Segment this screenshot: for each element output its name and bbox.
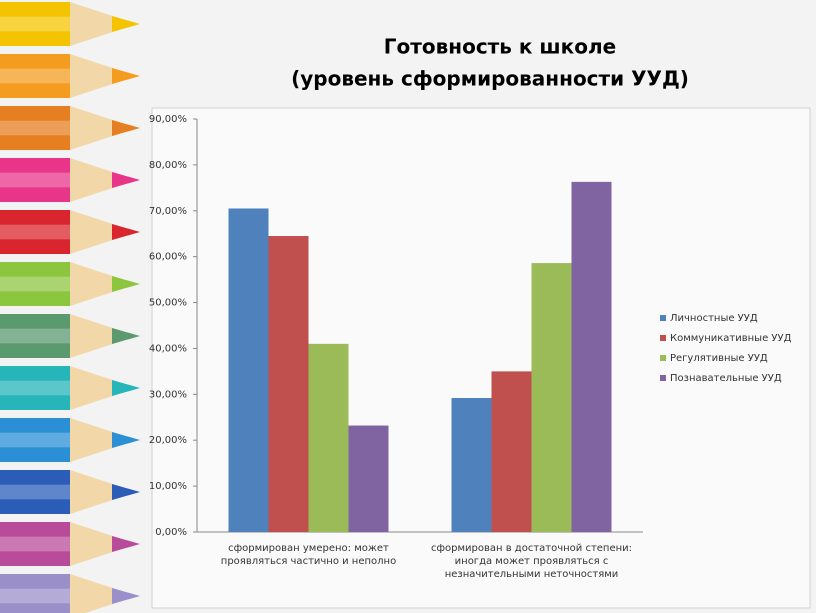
- pencil-tip: [112, 588, 140, 604]
- chart-title: Готовность к школе: [384, 35, 616, 59]
- chart-title: (уровень сформированности УУД): [291, 67, 689, 91]
- pencil-tip: [112, 380, 140, 396]
- bar: [451, 398, 492, 532]
- x-tick-label: сформирован умерено: может проявляться ч…: [220, 543, 397, 567]
- pencil-body: [0, 574, 70, 613]
- bar: [308, 343, 349, 532]
- pencil-wood: [70, 106, 128, 150]
- pencil-body: [0, 2, 70, 46]
- pencil-wood: [70, 314, 128, 358]
- pencil-stripe: [0, 172, 70, 188]
- bar: [228, 208, 269, 532]
- bar: [571, 181, 612, 532]
- pencil-body: [0, 522, 70, 566]
- pencil-tip: [112, 68, 140, 84]
- pencil-stripe: [0, 224, 70, 240]
- legend-label: Познавательные УУД: [670, 373, 782, 384]
- pencil-wood: [70, 522, 128, 566]
- pencil-wood: [70, 366, 128, 410]
- y-tick-label: 10,00%: [149, 481, 187, 492]
- pencil-tip: [112, 16, 140, 32]
- y-tick-label: 20,00%: [149, 435, 187, 446]
- pencil-tip: [112, 432, 140, 448]
- pencil-tip: [112, 484, 140, 500]
- legend-label: Коммуникативные УУД: [670, 333, 792, 344]
- pencil-stripe: [0, 68, 70, 84]
- pencil-wood: [70, 418, 128, 462]
- pencil-body: [0, 262, 70, 306]
- pencil-stripe: [0, 484, 70, 500]
- pencil-tip: [112, 224, 140, 240]
- legend-swatch: [660, 315, 666, 321]
- pencil-tip: [112, 120, 140, 136]
- pencil-wood: [70, 2, 128, 46]
- pencil-body: [0, 366, 70, 410]
- y-tick-label: 0,00%: [155, 527, 187, 538]
- legend-swatch: [660, 375, 666, 381]
- pencil-wood: [70, 158, 128, 202]
- pencil-stripe: [0, 328, 70, 344]
- pencil-body: [0, 314, 70, 358]
- pencil-stripe: [0, 16, 70, 32]
- y-tick-label: 80,00%: [149, 160, 187, 171]
- pencil-stripe: [0, 432, 70, 448]
- pencil-stripe: [0, 536, 70, 552]
- pencil-stripe: [0, 588, 70, 604]
- legend-swatch: [660, 335, 666, 341]
- pencil-body: [0, 54, 70, 98]
- x-tick-label: сформирован в достаточной степени: иногд…: [430, 543, 633, 580]
- pencil-body: [0, 470, 70, 514]
- bar: [531, 263, 572, 532]
- pencil-tip: [112, 276, 140, 292]
- pencil-body: [0, 418, 70, 462]
- pencil-body: [0, 158, 70, 202]
- pencil-body: [0, 106, 70, 150]
- pencil-stripe: [0, 380, 70, 396]
- y-tick-label: 70,00%: [149, 206, 187, 217]
- pencil-body: [0, 210, 70, 254]
- bar: [491, 371, 532, 532]
- y-tick-label: 30,00%: [149, 389, 187, 400]
- pencil-tip: [112, 536, 140, 552]
- pencil-tip: [112, 172, 140, 188]
- bar: [268, 236, 309, 532]
- y-tick-label: 50,00%: [149, 298, 187, 309]
- pencil-stripe: [0, 120, 70, 136]
- pencil-tip: [112, 328, 140, 344]
- pencil-wood: [70, 54, 128, 98]
- legend-label: Регулятивные УУД: [670, 353, 768, 364]
- pencil-decoration: [0, 2, 140, 613]
- legend-swatch: [660, 355, 666, 361]
- pencil-wood: [70, 470, 128, 514]
- legend-label: Личностные УУД: [670, 313, 758, 324]
- y-tick-label: 40,00%: [149, 343, 187, 354]
- y-tick-label: 60,00%: [149, 252, 187, 263]
- bar: [348, 425, 389, 532]
- pencil-wood: [70, 262, 128, 306]
- y-tick-label: 90,00%: [149, 114, 187, 125]
- pencil-stripe: [0, 276, 70, 292]
- pencil-wood: [70, 210, 128, 254]
